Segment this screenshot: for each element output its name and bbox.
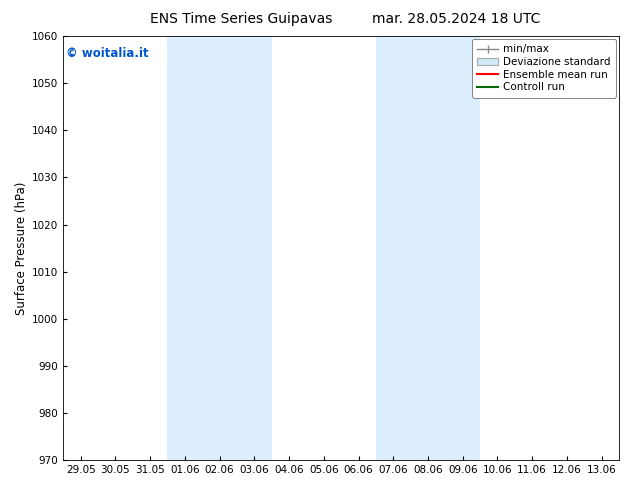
Text: ENS Time Series Guipavas: ENS Time Series Guipavas — [150, 12, 332, 26]
Y-axis label: Surface Pressure (hPa): Surface Pressure (hPa) — [15, 181, 28, 315]
Legend: min/max, Deviazione standard, Ensemble mean run, Controll run: min/max, Deviazione standard, Ensemble m… — [472, 39, 616, 98]
Bar — [376, 36, 480, 460]
Text: mar. 28.05.2024 18 UTC: mar. 28.05.2024 18 UTC — [372, 12, 541, 26]
Text: © woitalia.it: © woitalia.it — [66, 47, 149, 60]
Bar — [167, 36, 272, 460]
